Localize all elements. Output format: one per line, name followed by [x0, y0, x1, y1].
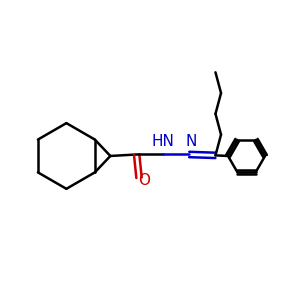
Text: HN: HN [152, 134, 174, 148]
Text: N: N [185, 134, 196, 148]
Text: O: O [138, 173, 150, 188]
